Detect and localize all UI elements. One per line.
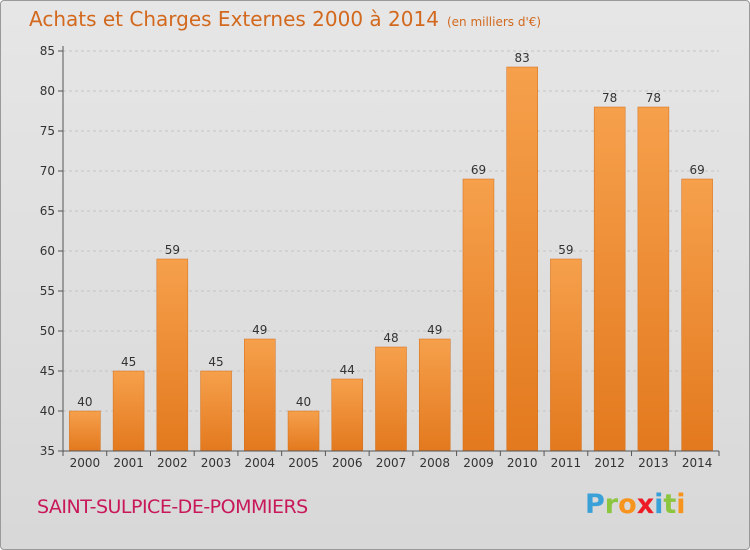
logo-letter: x [636,489,655,520]
data-label: 49 [427,323,442,337]
bar [506,66,538,452]
data-label: 45 [121,355,136,369]
y-tick-label: 45 [40,364,55,378]
logo-letter: t [663,489,677,520]
x-tick-label: 2005 [288,456,319,470]
y-tick-label: 80 [40,84,55,98]
proxiti-logo: Proxiti [585,489,686,520]
commune-name: SAINT-SULPICE-DE-POMMIERS [37,496,308,518]
data-label: 78 [602,91,617,105]
logo-letter: o [618,489,637,520]
x-tick-label: 2003 [201,456,232,470]
x-tick-label: 2009 [463,456,494,470]
data-label: 44 [340,363,355,377]
y-tick-label: 70 [40,164,55,178]
data-label: 40 [77,395,92,409]
x-tick-label: 2012 [594,456,625,470]
x-tick-label: 2004 [245,456,276,470]
bar [637,106,670,452]
unit-note: (en milliers d'€) [446,15,542,29]
x-tick-label: 2001 [113,456,144,470]
data-label: 59 [165,243,180,257]
y-tick-label: 40 [40,404,55,418]
data-label: 49 [252,323,267,337]
data-label: 69 [471,163,486,177]
bar [200,370,232,452]
x-tick-label: 2002 [157,456,188,470]
bar [550,258,582,452]
x-tick-label: 2014 [682,456,713,470]
y-axis: 35 40 45 50 55 60 65 70 75 80 85 [40,44,64,458]
data-label: 83 [515,51,530,65]
logo-letter: P [585,489,605,520]
bars: 40 45 59 45 49 40 44 48 49 69 83 59 78 78 69 [69,51,713,452]
bar [375,346,407,452]
data-label: 78 [646,91,661,105]
x-tick-label: 2011 [551,456,582,470]
y-tick-label: 35 [40,444,55,458]
logo-letter: i [654,489,664,520]
data-label: 69 [689,163,704,177]
x-tick-label: 2000 [70,456,101,470]
bar [156,258,189,452]
data-label: 45 [208,355,223,369]
x-axis: 2000 2001 2002 2003 2004 2005 2006 2007 2008 2009… [62,450,720,470]
bar [112,370,145,452]
y-tick-label: 60 [40,244,55,258]
data-label: 40 [296,395,311,409]
y-tick-label: 50 [40,324,55,338]
x-tick-label: 2006 [332,456,363,470]
bar [69,410,101,452]
bar [418,338,451,452]
y-tick-label: 55 [40,284,55,298]
bar [593,106,626,452]
bar [331,378,364,452]
data-label: 59 [558,243,573,257]
y-tick-label: 65 [40,204,55,218]
logo-letter: r [604,489,619,520]
bar [244,338,276,452]
x-tick-label: 2010 [507,456,538,470]
logo-letter: i [676,489,686,520]
title-text: Achats et Charges Externes 2000 à 2014 [29,7,439,31]
bar [462,178,495,452]
bar [287,410,320,452]
x-tick-label: 2008 [419,456,450,470]
x-tick-label: 2013 [638,456,669,470]
data-label: 48 [383,331,398,345]
bar [681,178,713,452]
y-tick-label: 75 [40,124,55,138]
x-tick-label: 2007 [376,456,407,470]
y-tick-label: 85 [40,44,55,58]
chart-title: Achats et Charges Externes 2000 à 2014 (e… [29,7,541,31]
